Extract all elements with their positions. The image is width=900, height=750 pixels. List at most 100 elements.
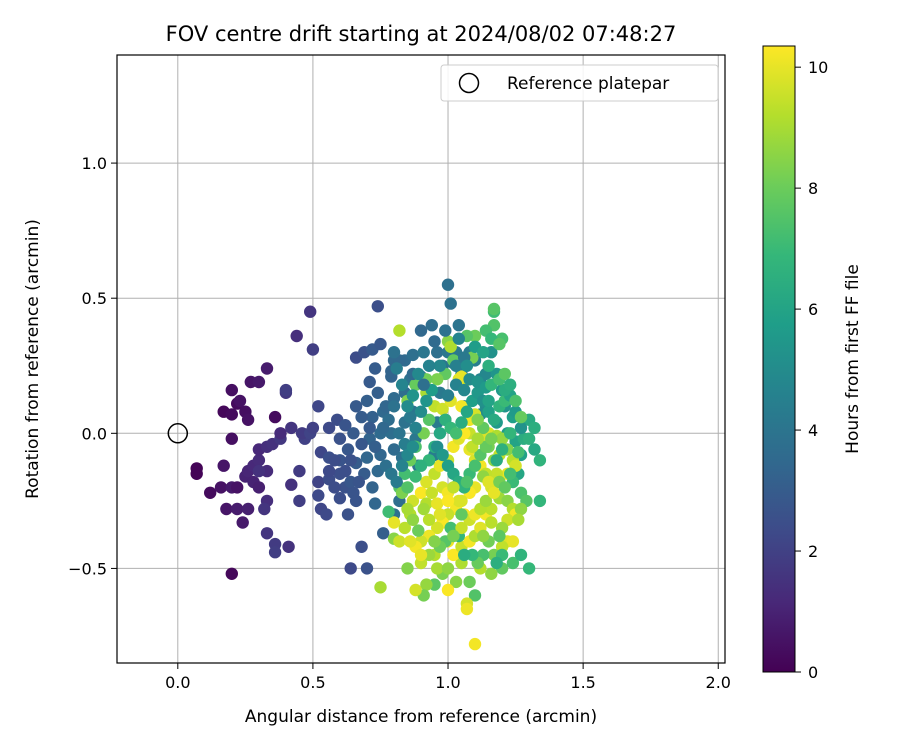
- data-point: [422, 413, 436, 426]
- legend: Reference platepar: [440, 64, 719, 102]
- x-tick-label: 1.5: [570, 673, 595, 692]
- data-point: [268, 410, 282, 424]
- data-point: [414, 459, 428, 472]
- data-point: [482, 394, 495, 408]
- data-point: [506, 535, 520, 548]
- data-point: [401, 502, 414, 516]
- data-point: [514, 548, 528, 562]
- data-point: [449, 427, 463, 440]
- data-point: [322, 421, 336, 435]
- data-point: [493, 529, 506, 543]
- data-point: [404, 535, 417, 548]
- data-point: [290, 329, 303, 343]
- data-point: [422, 513, 436, 526]
- data-point: [377, 421, 390, 435]
- data-point: [452, 319, 465, 332]
- x-tick-label: 2.0: [706, 673, 731, 692]
- data-point: [452, 332, 465, 345]
- data-point: [406, 440, 420, 453]
- data-point: [425, 486, 438, 499]
- data-point: [487, 413, 501, 426]
- data-point: [274, 427, 287, 440]
- y-tick-label: 1.0: [82, 154, 107, 173]
- data-point: [460, 475, 474, 489]
- data-point: [252, 481, 266, 494]
- data-point: [377, 527, 390, 540]
- data-point: [293, 494, 306, 508]
- data-point: [428, 535, 441, 548]
- colorbar-ticks: 0 2 4 6 8 10: [795, 58, 828, 682]
- data-point: [504, 378, 517, 391]
- data-point: [393, 324, 406, 337]
- data-point: [482, 359, 495, 372]
- plot-frame: [116, 54, 726, 664]
- data-point: [417, 378, 430, 391]
- data-point: [485, 516, 498, 529]
- data-point: [371, 300, 384, 313]
- data-point: [433, 427, 447, 440]
- data-point: [422, 359, 436, 372]
- data-point: [512, 513, 525, 526]
- data-point: [509, 394, 522, 408]
- data-point: [506, 556, 520, 570]
- data-point: [471, 432, 484, 445]
- data-point: [404, 410, 417, 424]
- data-point: [387, 516, 401, 529]
- data-point: [282, 540, 295, 553]
- data-point: [433, 359, 447, 372]
- data-point: [341, 508, 355, 521]
- data-point: [409, 421, 422, 435]
- data-point: [414, 548, 428, 562]
- legend-box: [440, 64, 719, 102]
- colorbar: [762, 45, 796, 673]
- data-point: [395, 378, 409, 391]
- data-point: [468, 637, 482, 651]
- data-point: [436, 448, 449, 462]
- data-point: [479, 494, 493, 508]
- data-point: [225, 408, 238, 421]
- axis-ticks: 0.0 0.5 1.0 1.5 2.0 −0.5 0.0 0.5 1.0: [68, 154, 731, 692]
- data-point: [387, 443, 401, 456]
- data-point: [482, 475, 495, 489]
- data-point: [447, 548, 460, 562]
- data-point: [355, 437, 368, 451]
- data-point: [236, 516, 249, 529]
- data-point: [414, 486, 428, 499]
- data-point: [190, 462, 203, 475]
- data-point: [355, 410, 368, 424]
- data-point: [320, 508, 333, 521]
- data-point: [417, 346, 430, 359]
- data-point: [390, 475, 403, 489]
- data-point: [485, 567, 498, 580]
- data-point: [441, 278, 455, 291]
- data-point: [455, 416, 468, 429]
- data-point: [504, 427, 517, 440]
- colorbar-tick-label: 10: [808, 58, 828, 77]
- data-point: [231, 481, 244, 494]
- data-point: [368, 440, 382, 453]
- data-point: [414, 324, 428, 337]
- scatter-points: [167, 278, 547, 651]
- data-point: [436, 402, 449, 416]
- legend-label: Reference platepar: [507, 74, 669, 94]
- data-point: [352, 475, 365, 489]
- data-point: [339, 419, 352, 432]
- data-point: [241, 413, 255, 426]
- data-point: [214, 481, 228, 494]
- data-point: [528, 443, 541, 456]
- data-point: [252, 375, 266, 389]
- data-point: [406, 513, 420, 526]
- data-point: [333, 492, 347, 505]
- data-point: [349, 494, 363, 508]
- x-tick-label: 0.5: [300, 673, 325, 692]
- data-point: [522, 432, 536, 445]
- data-point: [460, 602, 474, 616]
- data-point: [344, 454, 357, 467]
- data-point: [225, 567, 238, 580]
- data-point: [425, 319, 438, 332]
- data-point: [363, 421, 376, 435]
- data-point: [374, 337, 387, 351]
- data-point: [431, 373, 444, 386]
- data-point: [382, 505, 395, 518]
- data-point: [447, 481, 460, 494]
